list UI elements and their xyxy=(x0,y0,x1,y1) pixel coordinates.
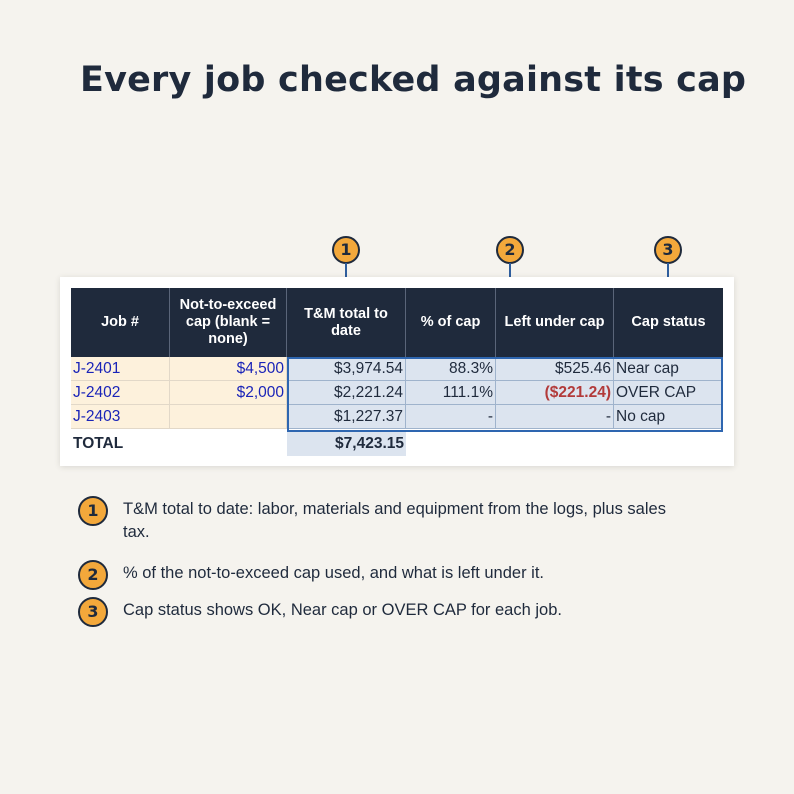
marker-2: 2 xyxy=(496,236,524,264)
cell-pct-of-cap[interactable]: 88.3% xyxy=(406,357,496,381)
marker-1: 1 xyxy=(332,236,360,264)
spreadsheet-card: Job # Not-to-exceed cap (blank = none) T… xyxy=(60,277,734,466)
cell-cap[interactable] xyxy=(170,405,287,429)
cell-job[interactable]: J-2403 xyxy=(71,405,170,429)
note-2-text: % of the not-to-exceed cap used, and wha… xyxy=(123,564,544,582)
header-cap[interactable]: Not-to-exceed cap (blank = none) xyxy=(170,288,287,357)
cell-job[interactable]: J-2401 xyxy=(71,357,170,381)
cell-cap-status[interactable]: OVER CAP xyxy=(614,381,723,405)
cell-left-under-cap[interactable]: ($221.24) xyxy=(496,381,614,405)
marker-2-stem xyxy=(509,263,511,277)
cell-pct-of-cap[interactable]: 111.1% xyxy=(406,381,496,405)
marker-3-stem xyxy=(667,263,669,277)
cell-cap-status[interactable]: No cap xyxy=(614,405,723,429)
note-1-badge: 1 xyxy=(78,496,108,526)
header-job[interactable]: Job # xyxy=(71,288,170,357)
cell-left-under-cap[interactable]: $525.46 xyxy=(496,357,614,381)
cell-pct-of-cap[interactable]: - xyxy=(406,405,496,429)
header-left-under-cap[interactable]: Left under cap xyxy=(496,288,614,357)
page-title: Every job checked against its cap xyxy=(80,60,747,100)
cell-tm-total[interactable]: $1,227.37 xyxy=(287,405,406,429)
cell-cap[interactable]: $2,000 xyxy=(170,381,287,405)
cell-tm-total[interactable]: $3,974.54 xyxy=(287,357,406,381)
header-cap-status[interactable]: Cap status xyxy=(614,288,723,357)
cell-tm-total[interactable]: $2,221.24 xyxy=(287,381,406,405)
note-2-badge: 2 xyxy=(78,560,108,590)
marker-1-stem xyxy=(345,263,347,277)
note-1-text: T&M total to date: labor, materials and … xyxy=(123,500,666,541)
cell-cap[interactable]: $4,500 xyxy=(170,357,287,381)
cell-job[interactable]: J-2402 xyxy=(71,381,170,405)
cell-left-under-cap[interactable]: - xyxy=(496,405,614,429)
header-pct-of-cap[interactable]: % of cap xyxy=(406,288,496,357)
note-3-badge: 3 xyxy=(78,597,108,627)
note-3-text: Cap status shows OK, Near cap or OVER CA… xyxy=(123,601,562,619)
marker-3: 3 xyxy=(654,236,682,264)
total-label[interactable]: TOTAL xyxy=(73,435,124,452)
header-tm-total[interactable]: T&M total to date xyxy=(287,288,406,357)
total-value[interactable]: $7,423.15 xyxy=(287,432,406,456)
cell-cap-status[interactable]: Near cap xyxy=(614,357,723,381)
